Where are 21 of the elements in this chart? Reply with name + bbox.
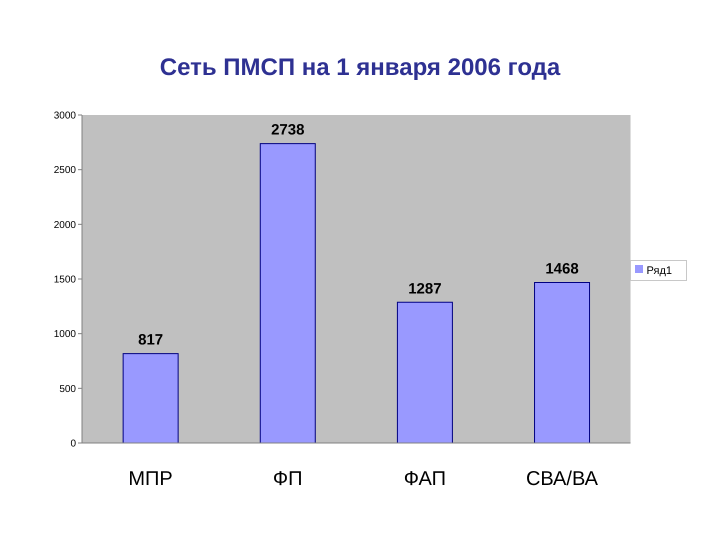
bar	[396, 302, 453, 443]
y-tick-label: 2500	[54, 165, 76, 176]
x-tick-label: СВА/ВА	[526, 468, 599, 490]
chart-title: Сеть ПМСП на 1 января 2006 года	[160, 54, 560, 81]
y-tick-label: 1500	[54, 274, 76, 286]
legend-label: Ряд1	[646, 264, 672, 276]
y-tick-label: 0	[70, 438, 76, 450]
x-tick-label: ФП	[272, 468, 302, 490]
data-label: 2738	[271, 122, 304, 139]
x-tick-label: ФАП	[404, 468, 446, 490]
y-tick-label: 1000	[54, 329, 76, 340]
bar	[122, 353, 179, 443]
x-tick-label: МПР	[128, 468, 173, 490]
data-label: 1287	[408, 280, 442, 298]
bar	[260, 143, 316, 443]
y-tick-label: 3000	[54, 110, 76, 122]
data-label: 817	[138, 332, 164, 349]
y-tick-label: 2000	[54, 220, 76, 231]
data-label: 1468	[545, 260, 579, 278]
y-tick-label: 500	[59, 384, 76, 395]
bar	[534, 282, 590, 443]
